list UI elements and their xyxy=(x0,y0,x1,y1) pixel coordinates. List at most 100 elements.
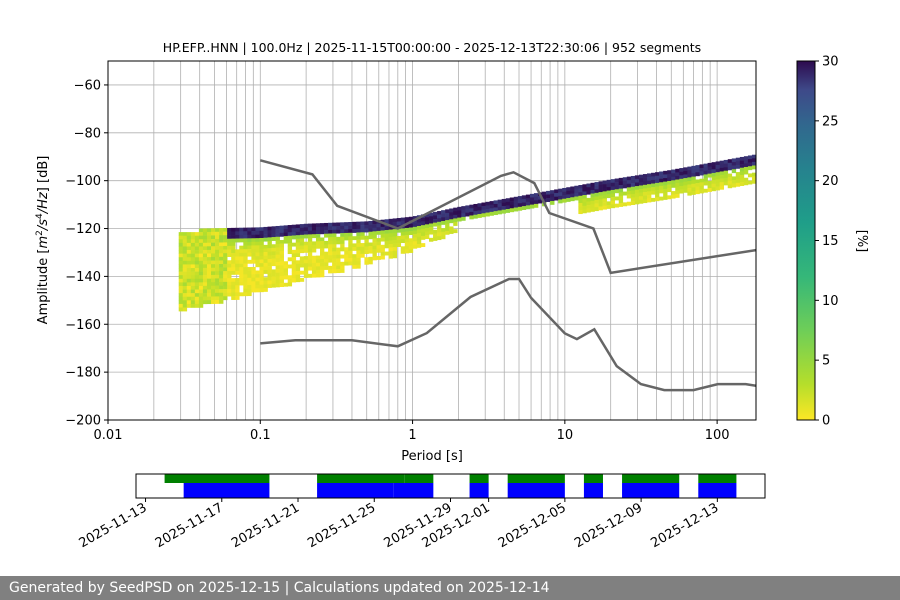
psd-density-cell xyxy=(271,262,276,267)
psd-density-cell xyxy=(497,199,502,204)
psd-density-cell xyxy=(215,267,220,272)
psd-density-cell xyxy=(271,255,276,259)
psd-density-cell xyxy=(255,241,260,246)
psd-density-cell xyxy=(202,267,208,272)
psd-density-cell xyxy=(372,256,377,261)
psd-density-cell xyxy=(711,176,716,181)
psd-density-cell xyxy=(206,235,212,240)
psd-density-cell xyxy=(251,266,256,271)
psd-density-cell xyxy=(211,228,216,233)
psd-density-cell xyxy=(178,307,184,312)
psd-density-cell xyxy=(328,240,333,245)
psd-density-cell xyxy=(275,258,280,263)
psd-density-cell xyxy=(412,234,418,238)
psd-density-cell xyxy=(412,244,418,249)
psd-density-cell xyxy=(699,185,704,190)
psd-density-cell xyxy=(352,254,357,259)
psd-density-cell xyxy=(707,180,712,185)
psd-density-cell xyxy=(679,168,684,172)
psd-density-cell xyxy=(739,156,745,161)
psd-density-cell xyxy=(356,221,361,226)
psd-density-cell xyxy=(215,246,220,251)
psd-density-cell xyxy=(651,179,656,184)
psd-density-cell xyxy=(542,191,547,196)
psd-density-cell xyxy=(182,293,188,298)
psd-density-cell xyxy=(315,244,321,249)
psd-density-cell xyxy=(227,231,232,236)
psd-density-cell xyxy=(433,229,438,234)
psd-density-cell xyxy=(186,282,192,287)
psd-density-cell xyxy=(691,169,696,174)
timeline-axes: 2025-11-13 2025-11-17 2025-11-21 2025-11-25… xyxy=(77,473,766,551)
psd-density-cell xyxy=(380,237,385,242)
psd-density-cell xyxy=(320,266,325,271)
psd-density-cell xyxy=(368,260,373,265)
psd-density-cell xyxy=(420,232,426,237)
psd-density-cell xyxy=(659,196,664,201)
psd-density-cell xyxy=(348,247,353,252)
psd-density-cell xyxy=(538,199,543,204)
psd-density-cell xyxy=(295,267,301,272)
psd-density-cell xyxy=(198,275,204,280)
psd-density-cell xyxy=(271,272,276,277)
psd-density-cell xyxy=(247,252,252,257)
psd-density-cell xyxy=(642,177,648,182)
psd-density-cell xyxy=(219,267,224,272)
psd-density-cell xyxy=(275,240,280,245)
psd-density-cell xyxy=(231,227,236,232)
psd-density-cell xyxy=(723,163,729,168)
psd-density-cell xyxy=(651,183,656,188)
psd-density-cell xyxy=(739,174,745,179)
psd-density-cell xyxy=(263,244,268,249)
psd-density-cell xyxy=(630,175,636,180)
psd-density-cell xyxy=(219,292,224,297)
psd-density-cell xyxy=(437,211,442,215)
psd-density-cell xyxy=(408,241,414,246)
psd-density-cell xyxy=(215,299,220,304)
psd-density-cell xyxy=(691,176,696,181)
psd-segment-bar xyxy=(698,483,737,498)
psd-density-cell xyxy=(380,234,385,238)
psd-density-cell xyxy=(751,161,756,166)
psd-density-cell xyxy=(574,189,579,194)
psd-density-cell xyxy=(626,176,632,181)
psd-density-cell xyxy=(247,249,252,253)
psd-density-cell xyxy=(311,227,317,231)
psd-density-cell xyxy=(388,236,393,241)
psd-density-cell xyxy=(283,261,289,266)
psd-density-cell xyxy=(743,159,749,164)
psd-density-cell xyxy=(735,157,741,162)
psd-density-cell xyxy=(703,174,708,179)
psd-density-cell xyxy=(211,285,216,290)
psd-density-cell xyxy=(336,229,341,234)
psd-density-cell xyxy=(465,208,470,213)
psd-density-cell xyxy=(533,200,539,205)
psd-density-cell xyxy=(194,275,200,280)
psd-density-cell xyxy=(198,282,204,287)
psd-density-cell xyxy=(638,174,644,179)
psd-density-cell xyxy=(651,172,656,177)
available-data-bar xyxy=(698,474,737,483)
psd-density-cell xyxy=(263,266,268,271)
colorbar-tick-label: 0 xyxy=(822,414,830,429)
psd-density-cell xyxy=(578,192,583,197)
psd-density-cell xyxy=(687,170,692,175)
psd-density-cell xyxy=(513,203,519,208)
psd-density-cell xyxy=(303,234,309,239)
nlnm-curve xyxy=(260,277,756,392)
psd-density-cell xyxy=(182,268,188,272)
psd-density-cell xyxy=(315,223,321,228)
psd-density-cell xyxy=(255,245,260,250)
psd-density-cell xyxy=(259,270,264,275)
psd-density-cell xyxy=(182,260,188,265)
psd-density-cell xyxy=(311,273,317,278)
psd-density-cell xyxy=(202,271,208,276)
psd-density-cell xyxy=(671,191,676,195)
psd-density-cell xyxy=(618,188,624,193)
psd-density-cell xyxy=(392,250,398,255)
psd-density-cell xyxy=(659,185,664,190)
y-tick-label: −120 xyxy=(65,222,101,237)
psd-density-cell xyxy=(206,278,212,283)
psd-density-cell xyxy=(445,216,450,221)
psd-density-cell xyxy=(723,174,729,179)
